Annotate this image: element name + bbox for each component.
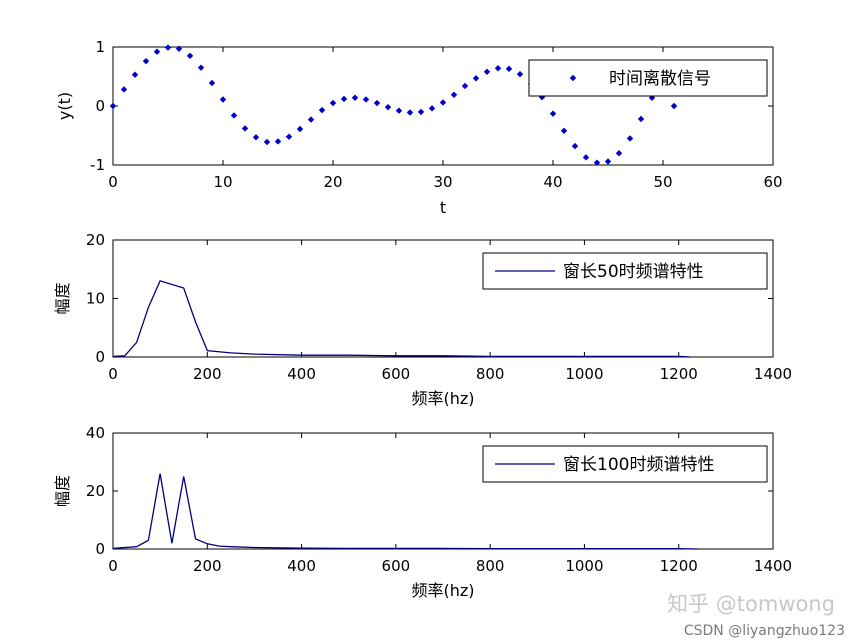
data-point — [351, 94, 359, 101]
data-point — [329, 99, 337, 107]
x-tick-label: 200 — [193, 557, 222, 575]
data-point — [340, 95, 348, 103]
series-line — [112, 473, 698, 550]
data-point — [109, 102, 117, 110]
data-point — [604, 158, 612, 165]
x-tick-label: 400 — [287, 365, 316, 383]
data-point — [285, 133, 293, 140]
data-point — [164, 44, 172, 51]
data-point — [494, 65, 502, 72]
x-axis-label: 频率(hz) — [411, 389, 474, 408]
legend-label: 时间离散信号 — [609, 69, 711, 89]
x-tick-label: 1000 — [565, 365, 603, 383]
series-line — [112, 280, 691, 358]
data-point — [615, 150, 623, 157]
data-point — [395, 107, 403, 114]
y-tick-label: 0 — [95, 97, 105, 115]
data-point — [516, 70, 524, 78]
x-axis-label: t — [440, 198, 446, 217]
data-point — [252, 134, 260, 141]
data-point — [384, 103, 392, 111]
data-point — [637, 115, 645, 123]
x-tick-label: 40 — [543, 173, 562, 191]
y-tick-label: -1 — [90, 156, 105, 174]
data-point — [131, 71, 139, 78]
data-point — [186, 52, 194, 60]
x-tick-label: 0 — [108, 173, 118, 191]
data-point — [571, 142, 579, 150]
x-tick-label: 600 — [382, 557, 411, 575]
data-point — [593, 159, 601, 166]
data-point — [219, 96, 227, 103]
data-point — [142, 57, 150, 65]
x-tick-label: 0 — [108, 557, 118, 575]
x-tick-label: 1400 — [754, 557, 792, 575]
y-tick-label: 20 — [86, 231, 105, 249]
data-point — [582, 154, 590, 161]
data-point — [670, 102, 678, 110]
data-point — [439, 99, 447, 106]
data-point — [230, 112, 238, 119]
x-tick-label: 1200 — [660, 557, 698, 575]
legend-box — [528, 59, 768, 97]
data-point — [120, 86, 128, 93]
subplot-3: 0 200 400 600 800 1000 1200 1400 0 20 40 频率(hz) 幅度 窗长… — [53, 424, 792, 600]
x-tick-label: 30 — [433, 173, 452, 191]
data-point — [175, 45, 183, 52]
y-axis-label: y(t) — [55, 92, 74, 120]
y-tick-label: 20 — [86, 482, 105, 500]
data-point — [560, 127, 568, 134]
data-point — [362, 96, 370, 103]
data-point — [263, 138, 271, 146]
x-tick-label: 400 — [287, 557, 316, 575]
x-tick-label: 0 — [108, 365, 118, 383]
csdn-watermark: CSDN @liyangzhuo123 — [683, 623, 845, 639]
x-tick-label: 800 — [476, 365, 505, 383]
legend-label: 窗长50时频谱特性 — [563, 262, 704, 282]
y-tick-label: 0 — [95, 540, 105, 558]
x-tick-label: 10 — [213, 173, 232, 191]
x-tick-label: 1400 — [754, 365, 792, 383]
data-point — [241, 125, 249, 132]
legend-marker — [569, 74, 577, 82]
y-axis-label: 幅度 — [53, 475, 72, 507]
data-point — [153, 48, 161, 55]
data-point — [472, 75, 480, 82]
data-point — [373, 99, 381, 107]
x-tick-label: 1200 — [660, 365, 698, 383]
data-point — [208, 79, 216, 87]
data-point — [197, 64, 205, 71]
data-point — [274, 138, 282, 145]
data-point — [626, 135, 634, 142]
data-point — [417, 108, 425, 116]
data-point — [307, 116, 315, 123]
data-point — [450, 91, 458, 98]
x-axis-label: 频率(hz) — [411, 581, 474, 600]
x-tick-label: 600 — [382, 365, 411, 383]
x-tick-label: 800 — [476, 557, 505, 575]
x-tick-label: 60 — [763, 173, 782, 191]
x-tick-label: 50 — [653, 173, 672, 191]
data-point — [296, 125, 304, 133]
data-point — [549, 110, 557, 117]
y-tick-label: 1 — [95, 38, 105, 56]
y-tick-label: 10 — [86, 290, 105, 308]
legend-label: 窗长100时频谱特性 — [563, 455, 714, 475]
x-tick-label: 20 — [323, 173, 342, 191]
data-point — [505, 65, 513, 73]
y-tick-label: 0 — [95, 348, 105, 366]
x-tick-label: 200 — [193, 365, 222, 383]
x-tick-label: 1000 — [565, 557, 603, 575]
data-point — [406, 109, 414, 116]
data-point — [461, 82, 469, 90]
data-point — [428, 105, 436, 112]
data-point — [318, 106, 326, 114]
subplot-2: 0 200 400 600 800 1000 1200 1400 0 10 20 频率(hz) 幅度 窗长… — [53, 231, 792, 408]
zhihu-watermark: 知乎 @tomwong — [667, 592, 835, 616]
data-point — [483, 68, 491, 75]
y-axis-label: 幅度 — [53, 282, 72, 314]
y-tick-label: 40 — [86, 424, 105, 442]
